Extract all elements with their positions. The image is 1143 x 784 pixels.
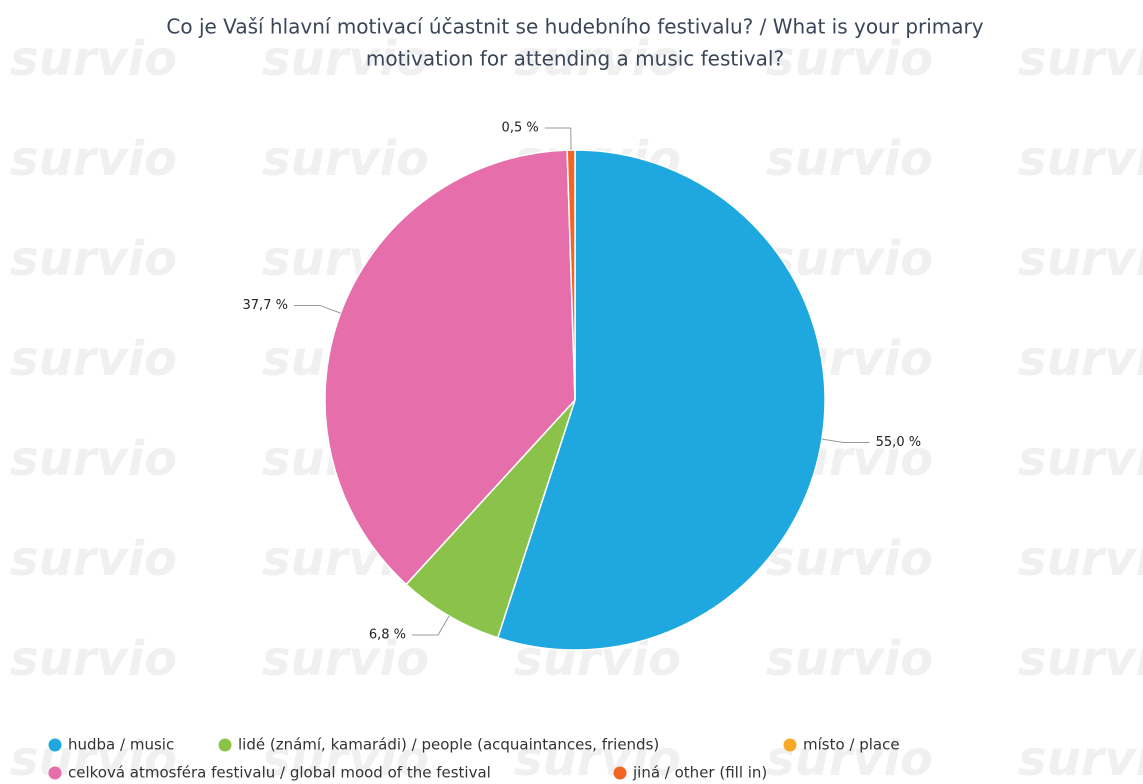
watermark: survio bbox=[1018, 531, 1143, 587]
pie-slice bbox=[405, 399, 576, 639]
watermark: survio bbox=[1018, 731, 1143, 784]
watermark: survio bbox=[10, 131, 177, 187]
watermark: survio bbox=[514, 31, 681, 87]
value-label: 6,8 % bbox=[369, 627, 406, 642]
watermark: survio bbox=[514, 731, 681, 784]
watermark: survio bbox=[262, 131, 429, 187]
leader-line bbox=[544, 127, 572, 151]
legend-marker bbox=[48, 738, 62, 752]
legend-marker bbox=[783, 738, 797, 752]
legend-marker bbox=[613, 766, 627, 780]
watermark: survio bbox=[766, 131, 933, 187]
legend-label: lidé (známí, kamarádi) / people (acquain… bbox=[238, 736, 659, 754]
watermark: survio bbox=[766, 531, 933, 587]
value-label: 55,0 % bbox=[876, 435, 921, 450]
watermark: survio bbox=[1018, 231, 1143, 287]
watermark: survio bbox=[766, 31, 933, 87]
watermark: survio bbox=[10, 431, 177, 487]
chart-title: Co je Vaší hlavní motivací účastnit se h… bbox=[166, 15, 983, 39]
legend-marker bbox=[218, 738, 232, 752]
watermark: survio bbox=[1018, 431, 1143, 487]
watermark: survio bbox=[10, 631, 177, 687]
value-label: 0,5 % bbox=[502, 121, 539, 136]
legend-label: místo / place bbox=[803, 736, 900, 754]
legend-label: hudba / music bbox=[68, 736, 174, 754]
legend-marker bbox=[48, 766, 62, 780]
legend-label: jiná / other (fill in) bbox=[632, 764, 767, 782]
watermark: survio bbox=[1018, 331, 1143, 387]
watermark: survio bbox=[10, 531, 177, 587]
watermark: survio bbox=[262, 631, 429, 687]
chart-title: motivation for attending a music festiva… bbox=[366, 47, 784, 71]
leader-line bbox=[821, 438, 870, 444]
leader-line bbox=[293, 304, 341, 314]
watermark: survio bbox=[1018, 31, 1143, 87]
watermark: survio bbox=[10, 331, 177, 387]
pie-slice bbox=[324, 149, 576, 586]
watermark: survio bbox=[10, 231, 177, 287]
watermark: survio bbox=[1018, 131, 1143, 187]
watermark: survio bbox=[766, 631, 933, 687]
watermark: survio bbox=[10, 31, 177, 87]
watermark: survio bbox=[10, 731, 177, 784]
watermark: survio bbox=[1018, 631, 1143, 687]
legend-label: celková atmosféra festivalu / global moo… bbox=[68, 764, 491, 782]
watermark: survio bbox=[262, 31, 429, 87]
watermark: survio bbox=[262, 731, 429, 784]
leader-line bbox=[412, 615, 450, 636]
value-label: 37,7 % bbox=[243, 298, 288, 313]
